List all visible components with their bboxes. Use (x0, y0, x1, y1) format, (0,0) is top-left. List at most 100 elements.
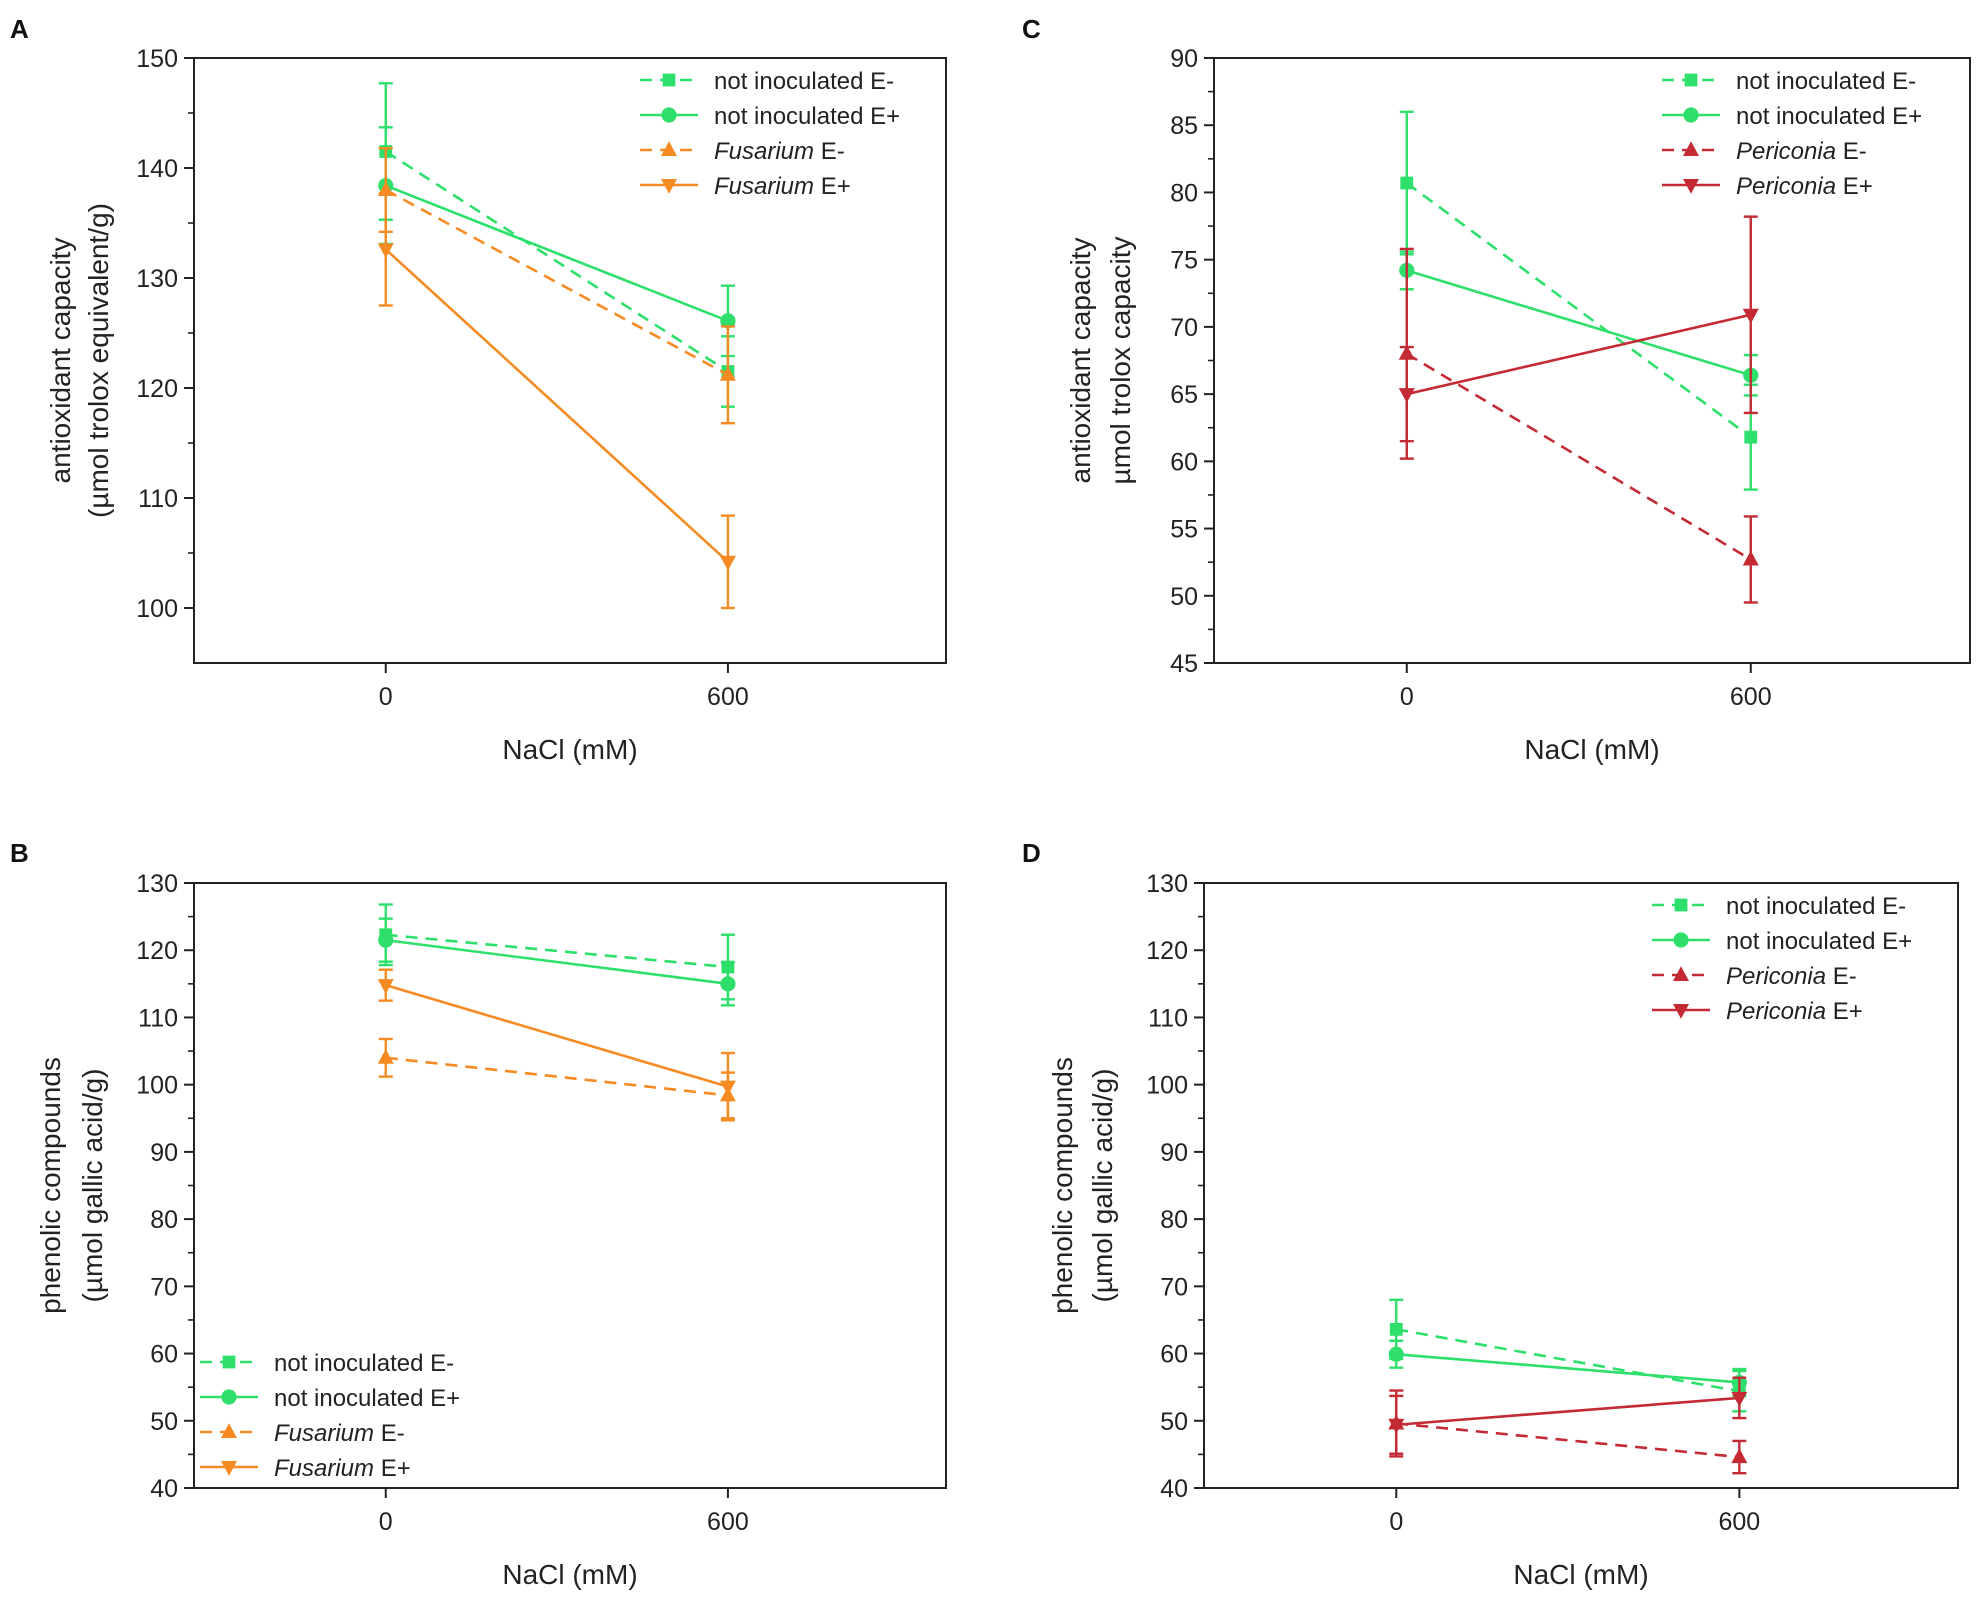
legend-label: not inoculated E- (1736, 68, 1916, 95)
y-tick-label: 60 (1160, 1341, 1188, 1369)
data-point (720, 976, 736, 992)
legend-label: Fusarium E+ (274, 1455, 411, 1482)
y-tick-label: 50 (150, 1408, 178, 1436)
x-axis-label: NaCl (mM) (502, 1559, 637, 1590)
y-tick-label: 60 (1170, 448, 1198, 476)
y-axis-label: µmol trolox capacity (1105, 237, 1136, 485)
data-point (1744, 430, 1758, 444)
x-tick-label: 0 (1400, 683, 1414, 711)
y-tick-label: 130 (136, 870, 178, 898)
y-tick-label: 120 (136, 937, 178, 965)
legend-marker (1674, 898, 1688, 912)
y-tick-label: 45 (1170, 650, 1198, 678)
series-not-inoculated-e- (1389, 1298, 1747, 1413)
legend-item: Periconia E+ (1662, 173, 1873, 200)
legend-label: Fusarium E+ (714, 173, 851, 200)
legend: not inoculated E-not inoculated E+ Fusari… (200, 1350, 460, 1482)
y-tick-label: 55 (1170, 516, 1198, 544)
y-tick-label: 70 (1160, 1273, 1188, 1301)
legend-label: Periconia E- (1726, 963, 1857, 990)
x-tick-label: 600 (707, 1508, 749, 1536)
legend-marker (222, 1355, 236, 1369)
legend-item: Periconia E- (1652, 963, 1857, 990)
panel-letter: D (1022, 838, 1041, 868)
series-periconia-e- (1388, 1389, 1748, 1475)
legend-label: not inoculated E- (1726, 893, 1906, 920)
legend-item: not inoculated E- (1652, 893, 1906, 920)
y-tick-label: 130 (1146, 870, 1188, 898)
series-periconia-e- (1398, 247, 1759, 604)
y-tick-label: 90 (1160, 1139, 1188, 1167)
series-periconia-e+ (1398, 215, 1759, 443)
legend-label: not inoculated E- (714, 68, 894, 95)
panel-letter: A (10, 14, 29, 44)
legend-label: Periconia E- (1736, 138, 1867, 165)
y-tick-label: 80 (150, 1206, 178, 1234)
y-axis-label: (µmol trolox equivalent/g) (83, 203, 114, 518)
series-line (385, 150, 729, 373)
y-tick-label: 90 (1170, 45, 1198, 73)
y-tick-label: 110 (138, 485, 178, 513)
legend-item: not inoculated E+ (640, 103, 900, 130)
data-point (1398, 388, 1415, 403)
series-line (385, 1056, 729, 1097)
legend-item: not inoculated E- (200, 1350, 454, 1377)
y-axis-label: (µmol gallic acid/g) (1087, 1069, 1118, 1303)
series-line (1396, 1396, 1740, 1427)
legend-marker (1673, 1004, 1689, 1019)
legend-marker (661, 141, 677, 156)
legend-marker (1673, 966, 1689, 981)
series-fusarium-e+ (377, 968, 736, 1122)
data-point (1731, 1391, 1748, 1407)
series-line (1406, 181, 1752, 439)
legend-marker (221, 1461, 237, 1476)
axis-frame (193, 57, 947, 664)
y-tick-label: 65 (1170, 381, 1198, 409)
y-tick-label: 80 (1160, 1206, 1188, 1234)
legend-item: not inoculated E- (640, 68, 894, 95)
legend-label: Fusarium E- (274, 1420, 405, 1447)
series-not-inoculated-e- (378, 82, 735, 408)
y-axis-label: antioxidant capacity (45, 238, 76, 484)
data-point (1742, 308, 1759, 324)
legend-marker (661, 179, 677, 194)
legend-item: Fusarium E+ (640, 173, 851, 200)
data-point (1400, 176, 1414, 190)
y-tick-label: 110 (1148, 1004, 1188, 1032)
y-tick-label: 100 (136, 595, 178, 623)
legend-marker (1683, 141, 1699, 156)
y-tick-label: 120 (136, 375, 178, 403)
panel-letter: B (10, 838, 29, 868)
legend-item: Periconia E- (1662, 138, 1867, 165)
legend-label: not inoculated E- (274, 1350, 454, 1377)
legend-item: not inoculated E- (1662, 68, 1916, 95)
legend-marker (1673, 932, 1689, 948)
legend-marker (221, 1389, 237, 1405)
legend-marker (1684, 73, 1698, 87)
y-tick-label: 40 (150, 1475, 178, 1503)
y-tick-label: 110 (138, 1004, 178, 1032)
data-point (1731, 1448, 1748, 1464)
series-line (384, 248, 729, 563)
data-point (377, 243, 394, 259)
series-line (385, 933, 729, 969)
legend-item: Fusarium E- (200, 1420, 405, 1447)
data-point (1389, 1322, 1403, 1336)
y-tick-label: 90 (150, 1139, 178, 1167)
y-tick-label: 100 (136, 1072, 178, 1100)
y-axis-label: antioxidant capacity (1065, 238, 1096, 484)
y-tick-label: 150 (136, 45, 178, 73)
legend-item: not inoculated E+ (200, 1385, 460, 1412)
series-not-inoculated-e+ (1399, 250, 1759, 397)
legend-label: not inoculated E+ (274, 1385, 460, 1412)
x-tick-label: 600 (1730, 683, 1772, 711)
legend-label: Fusarium E- (714, 138, 845, 165)
series-fusarium-e+ (377, 192, 736, 610)
legend-item: Fusarium E+ (200, 1455, 411, 1482)
data-point (719, 555, 736, 571)
series-fusarium-e- (377, 1037, 736, 1120)
y-tick-label: 130 (136, 265, 178, 293)
series-not-inoculated-e+ (1388, 1339, 1747, 1398)
series-line (385, 184, 729, 323)
series-not-inoculated-e+ (378, 126, 736, 358)
